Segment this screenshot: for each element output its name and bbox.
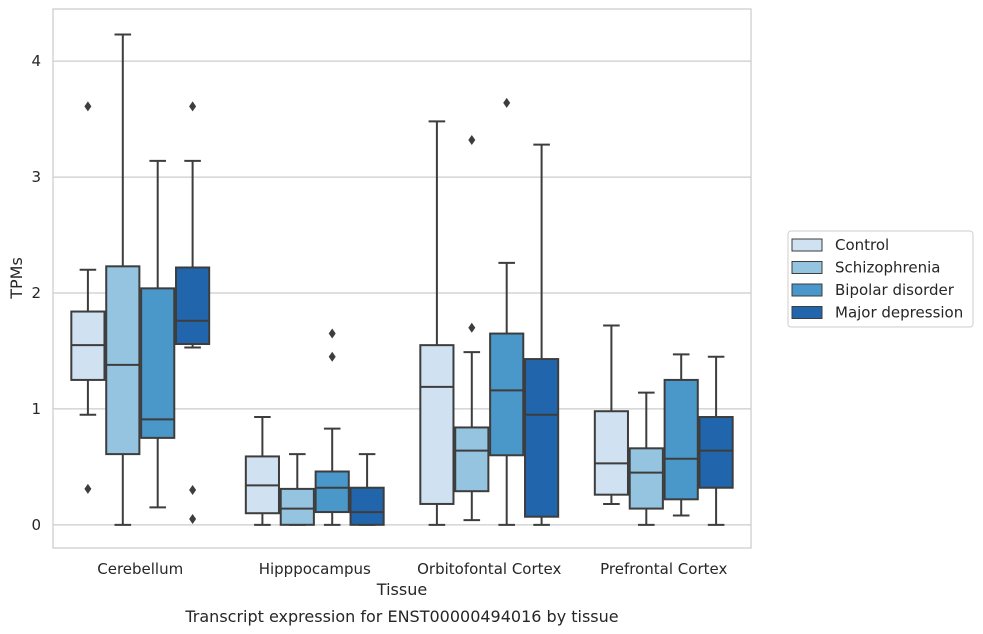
y-tick-label-3: 3 xyxy=(31,168,41,186)
outlier-2 xyxy=(189,514,197,525)
outlier-0 xyxy=(468,134,476,145)
box-body xyxy=(349,486,385,526)
box-0-3 xyxy=(175,101,211,525)
box-groups xyxy=(70,33,734,526)
box-1-0 xyxy=(244,416,280,526)
box-1-3 xyxy=(349,453,385,526)
outlier-1 xyxy=(328,351,336,362)
category-group-2 xyxy=(419,97,560,526)
box-0-0 xyxy=(70,101,106,494)
box-3-0 xyxy=(593,324,629,505)
outlier-0 xyxy=(84,101,92,112)
plot-frame xyxy=(52,8,752,549)
x-tick-labels: Cerebellum Hipppocampus Orbitofontal Corte… xyxy=(97,560,727,578)
legend-label-3: Major depression xyxy=(835,304,963,322)
outlier-0 xyxy=(189,101,197,112)
box-3-2 xyxy=(663,353,699,517)
outlier-1 xyxy=(189,485,197,496)
box-body xyxy=(419,344,455,505)
box-body xyxy=(454,426,490,493)
box-body xyxy=(663,378,699,501)
x-tick-label-1: Hipppocampus xyxy=(259,560,371,578)
chart-title: Transcript expression for ENST0000049401… xyxy=(184,607,618,626)
x-tick-label-0: Cerebellum xyxy=(97,560,183,578)
box-body xyxy=(593,410,629,496)
box-2-2 xyxy=(489,97,525,526)
box-1-2 xyxy=(314,328,350,526)
category-group-3 xyxy=(593,324,734,526)
legend-swatch-2 xyxy=(791,283,823,297)
box-body xyxy=(489,332,525,457)
legend-label-0: Control xyxy=(835,236,889,254)
outlier-0 xyxy=(328,328,336,339)
box-1-1 xyxy=(279,453,315,526)
legend-frame xyxy=(787,230,974,328)
box-3-3 xyxy=(698,355,734,526)
outlier-1 xyxy=(468,322,476,333)
box-0-1 xyxy=(105,33,141,526)
x-tick-label-3: Prefrontal Cortex xyxy=(600,560,727,578)
legend-label-1: Schizophrenia xyxy=(835,259,940,277)
box-body xyxy=(105,265,141,456)
box-body xyxy=(698,416,734,489)
legend-swatch-0 xyxy=(791,238,823,252)
x-tick-label-2: Orbitofontal Cortex xyxy=(417,560,561,578)
y-tick-label-2: 2 xyxy=(31,284,41,302)
box-2-0 xyxy=(419,120,455,526)
outlier-0 xyxy=(503,97,511,108)
outlier-1 xyxy=(84,483,92,494)
legend-swatch-1 xyxy=(791,261,823,274)
legend: Control Schizophrenia Bipolar disorder Majo… xyxy=(787,230,974,328)
box-body xyxy=(524,358,560,518)
box-0-2 xyxy=(140,159,176,509)
box-2-1 xyxy=(454,134,490,522)
box-body xyxy=(314,470,350,514)
box-body xyxy=(175,266,211,345)
x-axis-label: Tissue xyxy=(376,580,427,599)
y-tick-label-0: 0 xyxy=(31,516,41,534)
box-3-1 xyxy=(628,391,664,526)
y-tick-labels: 0 1 2 3 4 xyxy=(31,52,41,534)
category-group-0 xyxy=(70,33,211,526)
legend-swatch-3 xyxy=(791,306,823,319)
y-tick-label-1: 1 xyxy=(31,400,41,418)
y-axis-label: TPMs xyxy=(7,257,26,300)
category-group-1 xyxy=(244,328,385,526)
box-2-3 xyxy=(524,143,560,526)
box-body xyxy=(628,447,664,510)
box-body xyxy=(279,487,315,526)
legend-label-2: Bipolar disorder xyxy=(835,281,955,299)
y-tick-label-4: 4 xyxy=(31,52,41,70)
box-body xyxy=(140,287,176,439)
